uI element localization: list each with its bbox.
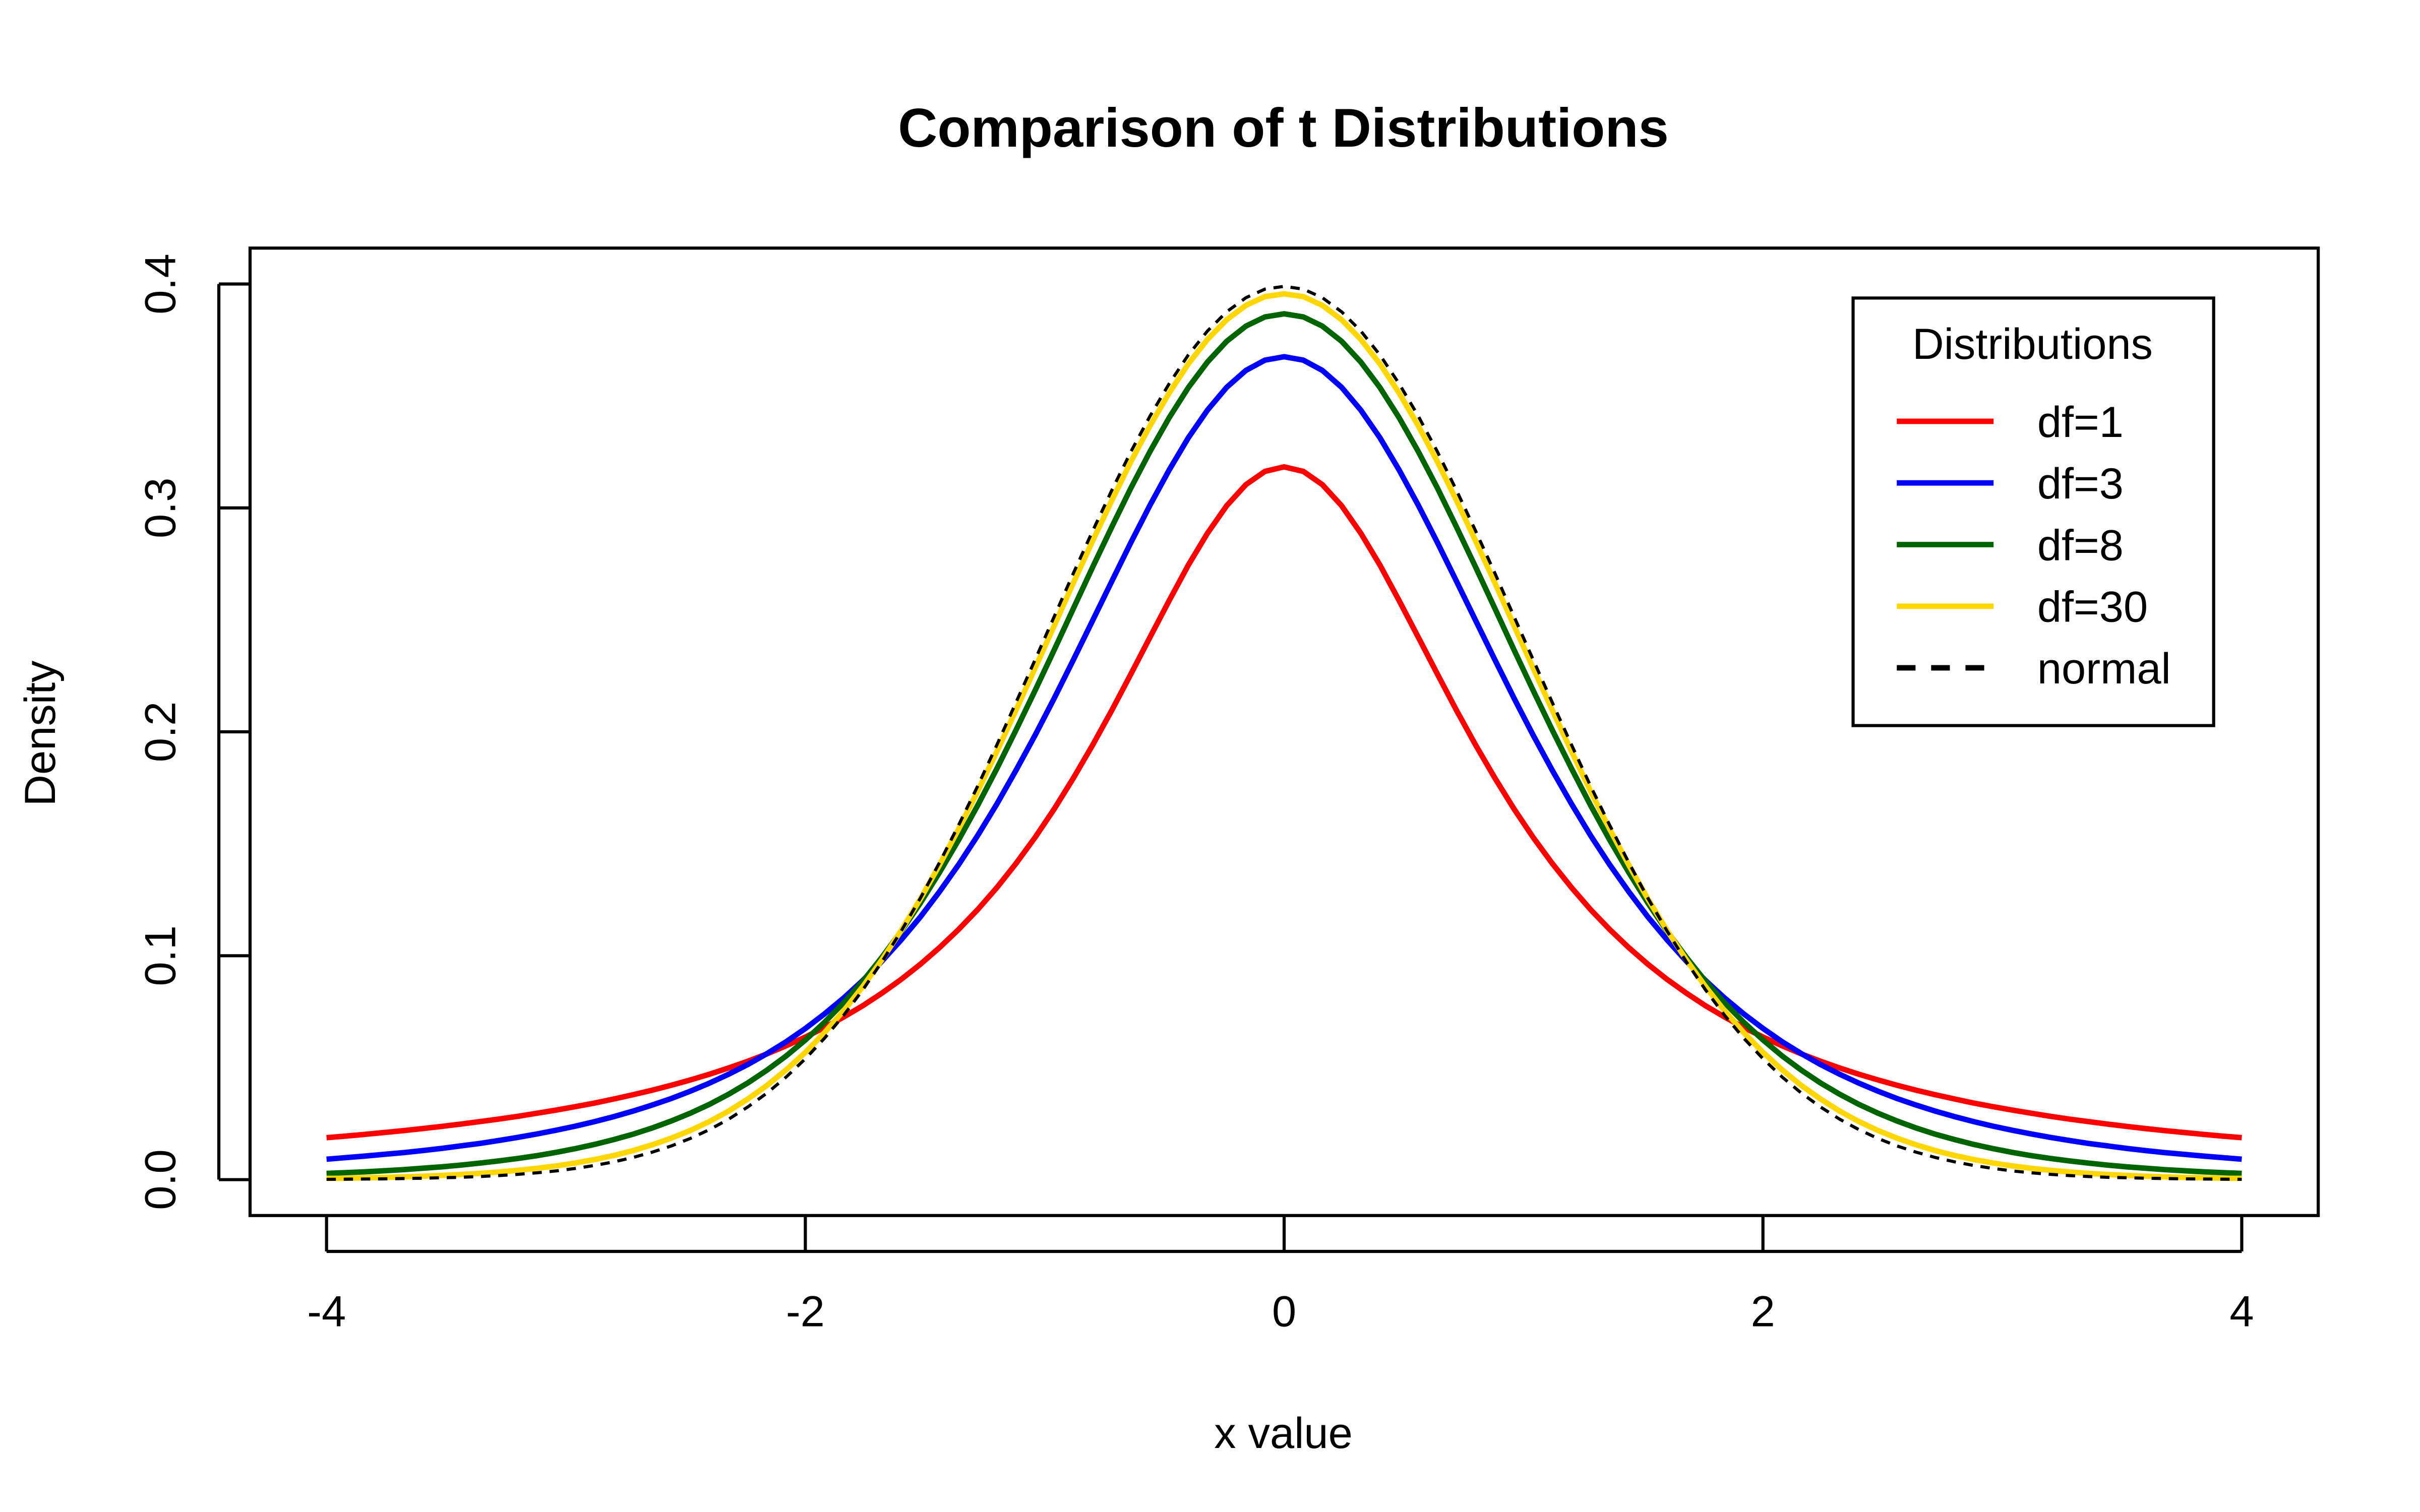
chart-title: Comparison of t Distributions	[898, 97, 1669, 158]
x-tick-label: -2	[786, 1288, 825, 1336]
legend-title: Distributions	[1912, 320, 2153, 368]
y-tick-label: 0.4	[136, 254, 185, 314]
legend: Distributions df=1 df=3 df=8 df=30 normal	[1851, 296, 2215, 727]
legend-item: normal	[1897, 645, 2171, 693]
x-tick-label: -4	[307, 1288, 346, 1336]
y-tick-label: 0.1	[136, 925, 185, 986]
x-axis: -4 -2 0 2 4	[307, 1215, 2254, 1336]
legend-box	[1851, 296, 2215, 727]
legend-item: df=30	[1897, 583, 2148, 632]
legend-item: df=8	[1897, 521, 2124, 570]
legend-label: normal	[2037, 645, 2171, 693]
legend-label: df=30	[2037, 583, 2148, 632]
legend-item: df=1	[1897, 398, 2124, 447]
series-line-df-3	[326, 354, 2242, 1162]
legend-label: df=3	[2037, 460, 2124, 508]
legend-item: df=3	[1897, 460, 2124, 508]
x-tick-label: 0	[1272, 1288, 1296, 1336]
curves	[326, 284, 2242, 1181]
series-line-df-30	[326, 291, 2242, 1181]
legend-label: df=1	[2037, 398, 2124, 447]
y-tick-label: 0.2	[136, 702, 185, 763]
x-axis-label: x value	[1214, 1409, 1353, 1458]
x-tick-label: 2	[1751, 1288, 1775, 1336]
series-line-df-1	[326, 464, 2242, 1141]
series-line-df-8	[326, 311, 2242, 1176]
legend-label: df=8	[2037, 521, 2124, 570]
x-tick-label: 4	[2229, 1288, 2254, 1336]
y-axis-label: Density	[16, 660, 65, 806]
y-tick-label: 0.0	[136, 1149, 185, 1210]
y-axis: 0.0 0.1 0.2 0.3 0.4	[136, 254, 250, 1210]
y-tick-label: 0.3	[136, 477, 185, 538]
